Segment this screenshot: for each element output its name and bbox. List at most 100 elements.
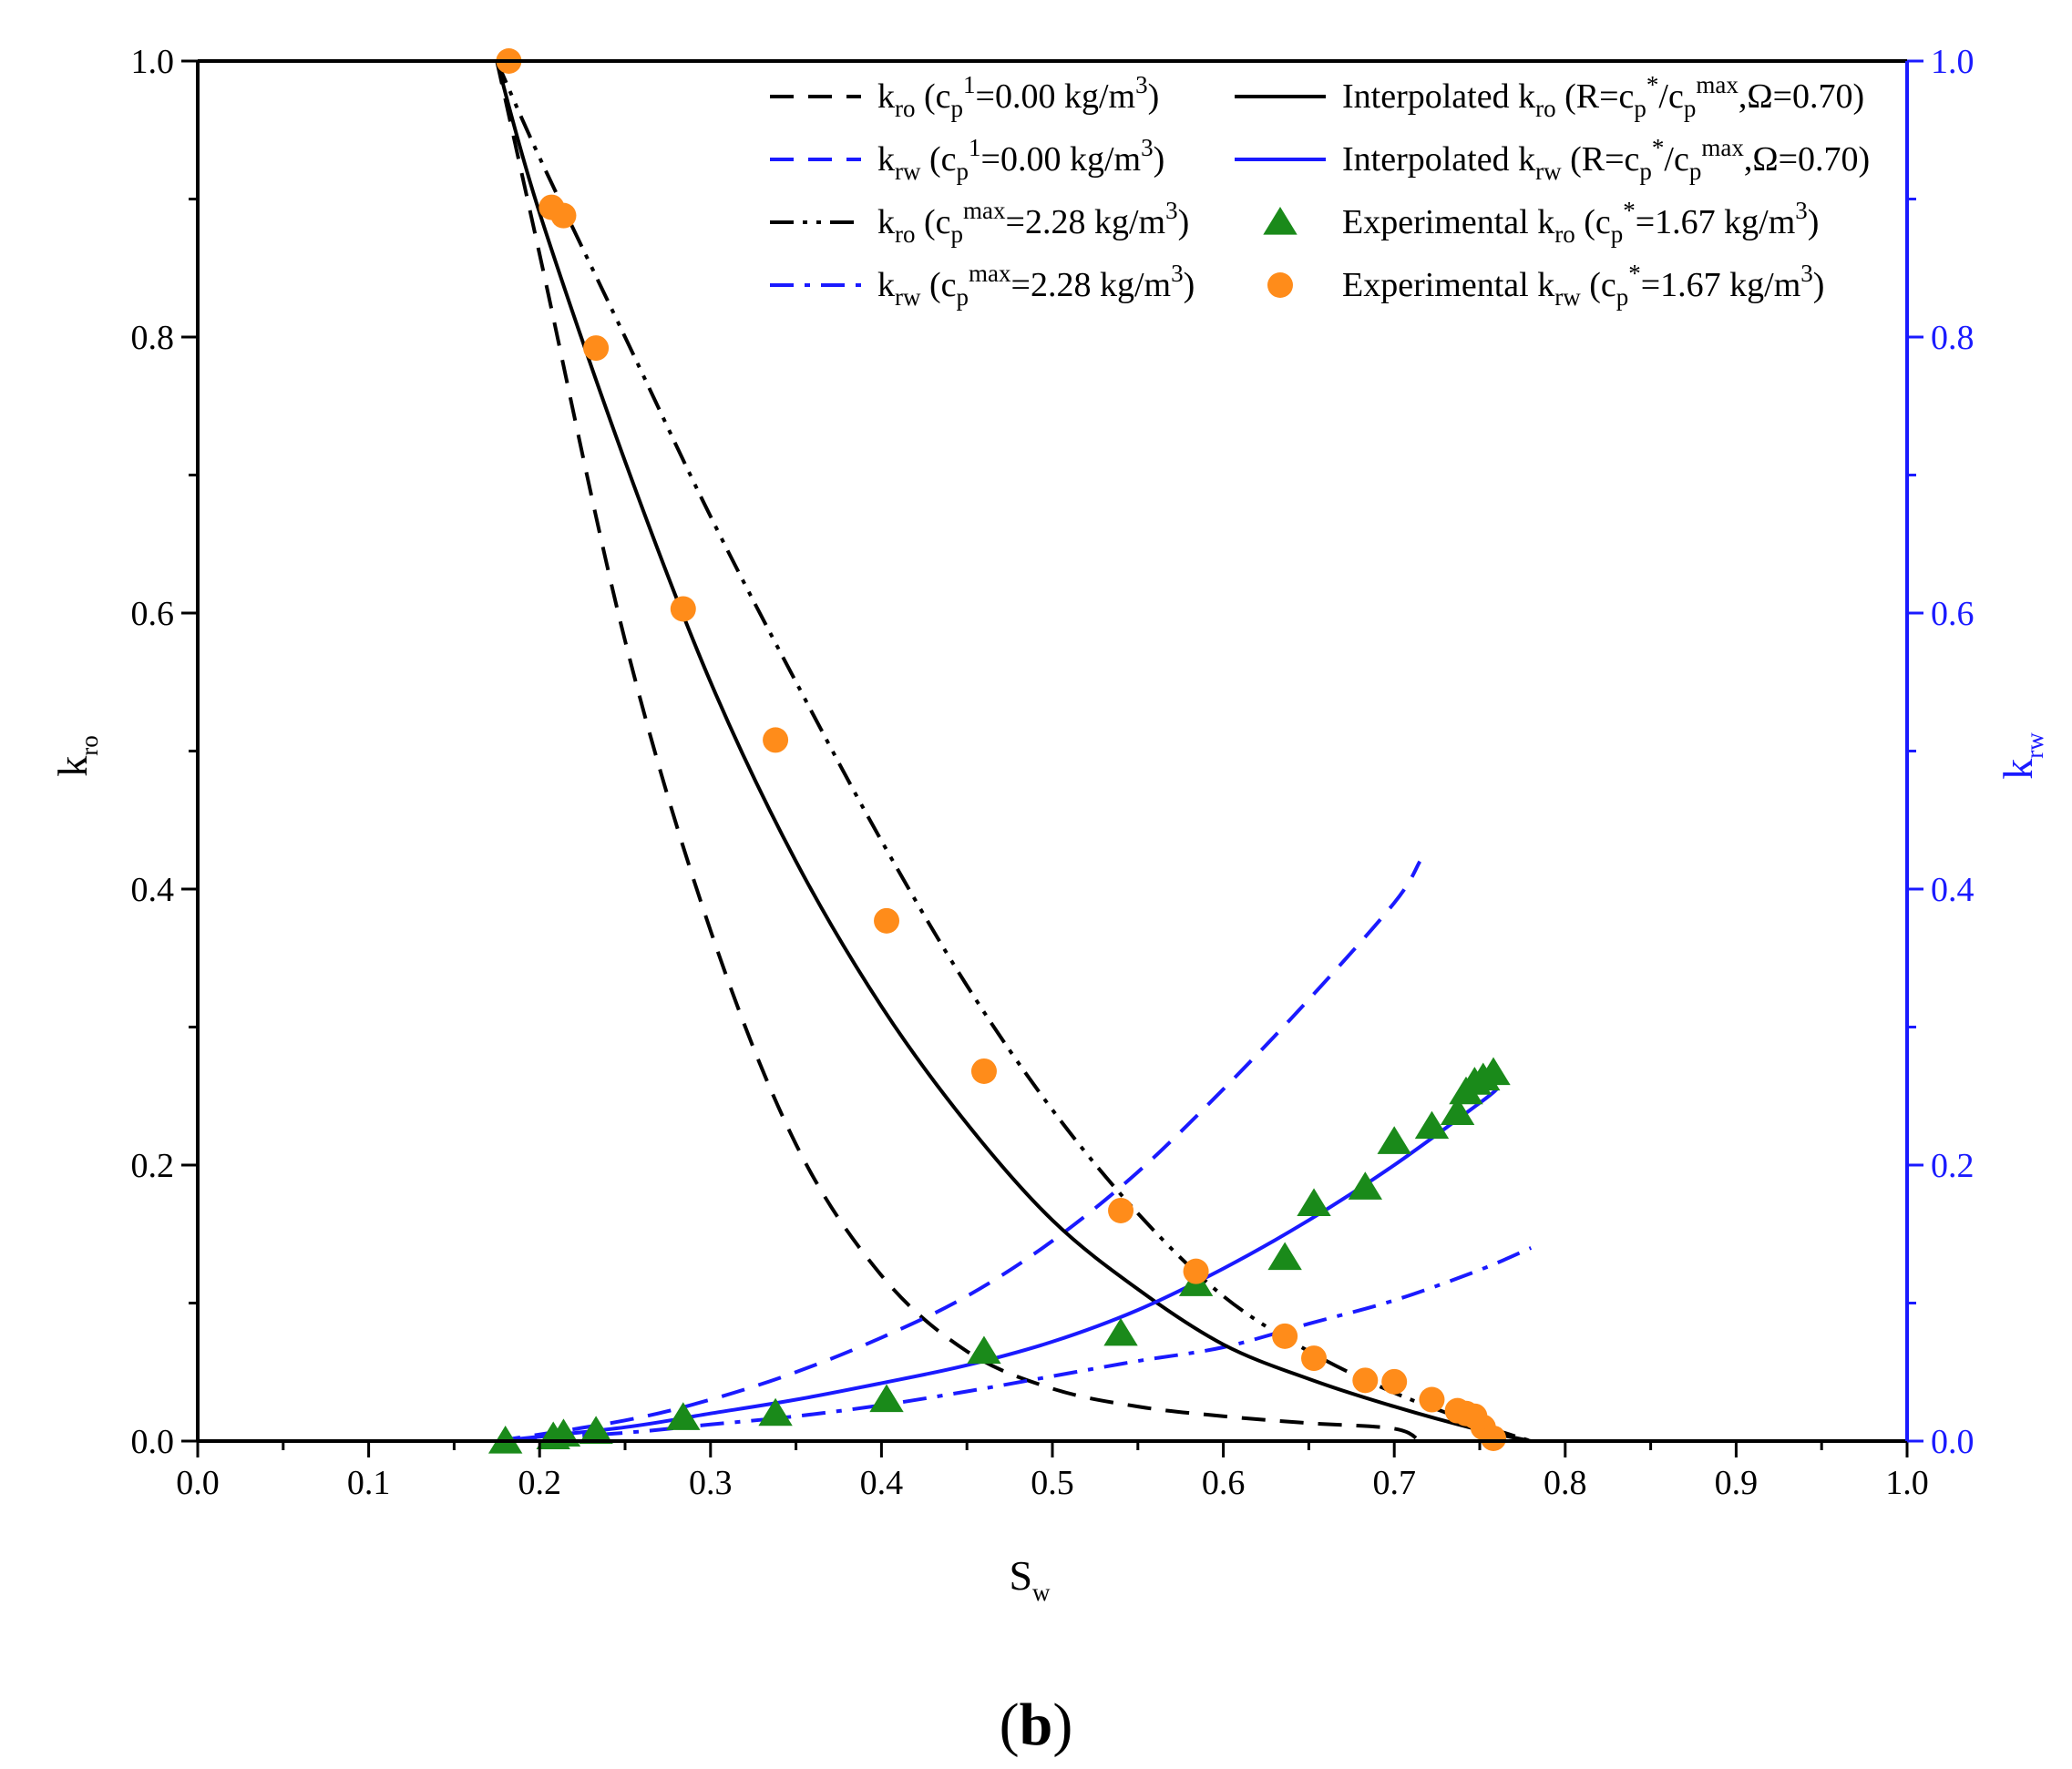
legend-label-krw_cmax: krw (cpmax=2.28 kg/m3): [877, 260, 1195, 311]
x-tick-label: 0.5: [1031, 1464, 1074, 1502]
y-right-tick-label: 0.2: [1931, 1147, 1975, 1185]
scatter-point-krw_exp: [874, 907, 900, 934]
y-right-axis-title: krw: [1995, 732, 2048, 780]
legend-label-krw_cmax-part-4: max: [969, 260, 1011, 287]
scatter-point-krw_exp: [670, 596, 696, 622]
scatter-point-krw_exp: [550, 202, 577, 229]
legend-label-krw_exp: Experimental krw (cp*=1.67 kg/m3): [1342, 260, 1824, 311]
x-axis-title: Sw: [1009, 1552, 1051, 1606]
legend-label-kro_exp-part-3: p: [1611, 220, 1624, 248]
legend-label-kro_cmax-part-4: max: [963, 197, 1006, 224]
legend-label-krw_cmax-part-1: rw: [895, 283, 921, 311]
x-tick-label: 0.1: [347, 1464, 391, 1502]
legend-label-krw_exp-part-1: rw: [1554, 283, 1581, 311]
y-right-tick-label: 0.0: [1931, 1423, 1975, 1461]
series-line-kro_cmax: [495, 60, 1532, 1443]
legend-label-krw_exp-part-6: 3: [1800, 260, 1813, 287]
legend-label-kro_cmax-part-0: k: [877, 203, 895, 241]
legend-label-krw_exp-part-5: =1.67 kg/m: [1641, 266, 1801, 304]
scatter-point-kro_exp: [666, 1402, 701, 1430]
legend-label-krw_interp-part-0: Interpolated k: [1342, 140, 1535, 179]
legend-label-kro_cmax-part-1: ro: [895, 220, 916, 248]
legend-label-krw_c1-part-2: (c: [921, 140, 957, 179]
panel-label-close: ): [1052, 1692, 1072, 1758]
legend-label-kro_interp-part-1: ro: [1535, 95, 1556, 122]
legend-label-kro_interp-part-6: p: [1684, 95, 1697, 122]
legend-label-kro_interp-part-5: /c: [1658, 77, 1683, 116]
legend-label-kro_exp-part-7: ): [1808, 203, 1820, 241]
legend-label-kro_cmax-part-3: p: [951, 220, 964, 248]
x-tick-label: 1.0: [1885, 1464, 1929, 1502]
legend-label-kro_c1-part-3: p: [951, 95, 964, 122]
scatter-point-krw_exp: [583, 335, 610, 362]
scatter-point-krw_exp: [970, 1058, 997, 1084]
y-left-axis-title: kro: [49, 735, 103, 777]
scatter-point-krw_exp: [1108, 1197, 1134, 1223]
legend-label-krw_exp-part-7: ): [1813, 266, 1825, 304]
x-axis-title-part-0: S: [1009, 1552, 1032, 1599]
legend-label-krw_exp-part-4: *: [1628, 260, 1641, 287]
legend-swatch-krw_exp: [1267, 272, 1293, 298]
legend-label-krw_exp-part-2: (c: [1581, 266, 1616, 304]
legend-label-krw_exp-part-3: p: [1616, 283, 1629, 311]
y-right-axis-title-part-1: rw: [2021, 732, 2048, 759]
legend-label-kro_exp-part-4: *: [1623, 197, 1636, 224]
legend-label-krw_c1-part-6: 3: [1141, 134, 1154, 161]
scatter-point-kro_exp: [1377, 1126, 1411, 1154]
x-axis-title-part-1: w: [1032, 1579, 1051, 1606]
legend-label-krw_interp-part-4: *: [1652, 134, 1665, 161]
panel-label-letter: b: [1020, 1692, 1053, 1758]
x-tick-label: 0.3: [689, 1464, 733, 1502]
x-tick-label: 0.6: [1202, 1464, 1246, 1502]
legend-label-kro_c1-part-1: ro: [895, 95, 916, 122]
legend-label-krw_cmax-part-7: ): [1184, 266, 1195, 304]
series-line-krw_c1: [496, 860, 1422, 1443]
y-left-axis-title-part-0: k: [49, 756, 96, 777]
legend-label-kro_interp-part-3: p: [1634, 95, 1646, 122]
scatter-point-kro_exp: [758, 1397, 793, 1426]
panel-label: (b): [1000, 1692, 1073, 1758]
scatter-point-kro_exp: [869, 1384, 904, 1413]
legend-label-krw_c1-part-3: p: [957, 158, 969, 185]
scatter-point-krw_exp: [1381, 1368, 1408, 1395]
panel-label-open: (: [1000, 1692, 1020, 1758]
legend-label-kro_c1-part-5: =0.00 kg/m: [976, 77, 1136, 116]
y-right-tick-label: 1.0: [1931, 43, 1975, 81]
scatter-point-krw_exp: [1352, 1367, 1379, 1394]
legend-swatch-kro_exp: [1263, 207, 1298, 235]
series-line-kro_c1: [495, 60, 1421, 1443]
legend-label-krw_interp-part-3: p: [1639, 158, 1652, 185]
legend-label-kro_exp-part-2: (c: [1575, 203, 1611, 241]
y-left-tick-label: 0.4: [131, 871, 175, 909]
legend-label-krw_c1-part-1: rw: [895, 158, 921, 185]
scatter-point-kro_exp: [1440, 1097, 1475, 1126]
legend-label-kro_c1: kro (cp1=0.00 kg/m3): [877, 71, 1159, 122]
series-line-krw_cmax: [497, 1246, 1533, 1443]
y-left-tick-label: 0.6: [131, 595, 175, 633]
legend-label-kro_c1-part-2: (c: [916, 77, 951, 116]
legend-label-kro_cmax: kro (cpmax=2.28 kg/m3): [877, 197, 1189, 248]
legend-label-krw_interp-part-2: (R=c: [1562, 140, 1640, 179]
scatter-point-kro_exp: [1297, 1188, 1331, 1217]
y-left-axis-title-part-1: ro: [76, 735, 103, 756]
scatter-point-krw_exp: [1183, 1258, 1209, 1284]
legend-label-kro_interp-part-2: (R=c: [1556, 77, 1635, 116]
legend-label-krw_interp-part-1: rw: [1535, 158, 1562, 185]
legend-label-kro_cmax-part-6: 3: [1165, 197, 1178, 224]
legend-label-kro_exp-part-6: 3: [1795, 197, 1808, 224]
series-line-kro_interp: [495, 60, 1532, 1443]
scatter-point-krw_exp: [1481, 1425, 1507, 1451]
y-left-tick-label: 0.2: [131, 1147, 175, 1185]
legend-label-krw_c1-part-7: ): [1154, 140, 1165, 179]
scatter-layer: [487, 48, 1511, 1454]
y-left-tick-label: 0.8: [131, 319, 175, 357]
x-tick-label: 0.9: [1715, 1464, 1759, 1502]
x-tick-label: 0.2: [518, 1464, 561, 1502]
series-layer: [495, 60, 1533, 1443]
legend-label-kro_exp: Experimental kro (cp*=1.67 kg/m3): [1342, 197, 1819, 248]
scatter-point-krw_exp: [763, 727, 789, 753]
y-left-tick-label: 1.0: [131, 43, 175, 81]
scatter-point-kro_exp: [579, 1416, 613, 1444]
